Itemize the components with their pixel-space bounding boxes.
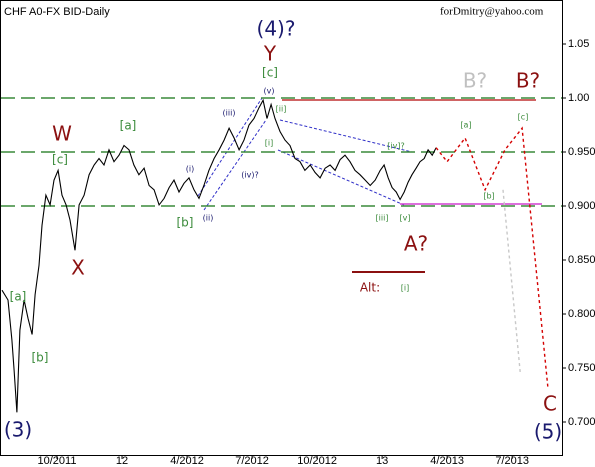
annotation-lines [197, 97, 542, 273]
wave-label: A? [404, 232, 428, 256]
price-line [1, 98, 437, 413]
wave-label: [b] [483, 192, 494, 201]
wave-label: (5) [534, 420, 562, 444]
wave-label: (i) [186, 165, 194, 174]
x-tick-label: 12 [116, 455, 128, 467]
channel-line [277, 149, 405, 206]
wave-label: [c] [52, 153, 68, 167]
y-tick-label: 0.850 [568, 254, 595, 266]
wave-label: (iv)? [241, 171, 258, 180]
x-tick-label: 13 [376, 455, 388, 467]
channel-line [279, 119, 413, 153]
wave-label: (3) [4, 418, 32, 442]
wave-label: (v) [264, 87, 275, 96]
wave-label: Y [263, 42, 277, 66]
wave-label: C [543, 392, 557, 416]
chart-subtitle: forDmitry@yahoo.com [440, 6, 544, 18]
y-tick-label: 0.900 [568, 200, 595, 212]
x-tick-label: 4/2012 [170, 455, 204, 467]
chart-title: CHF A0-FX BID-Daily [4, 6, 110, 18]
wave-label: (iii) [223, 109, 236, 118]
wave-label: [iv]? [387, 142, 404, 151]
wave-label: B? [516, 69, 540, 93]
y-tick-label: 1.05 [568, 38, 589, 50]
wave-label: [c] [518, 113, 529, 122]
wave-label: [c] [262, 66, 278, 80]
wave-label: (4)? [257, 17, 296, 41]
projection-line [502, 189, 521, 373]
wave-label: [i] [265, 139, 273, 148]
wave-label: [i] [401, 284, 409, 293]
wave-label: W [52, 122, 72, 146]
x-tick-label: 10/2012 [297, 455, 337, 467]
wave-label: [v] [400, 214, 411, 223]
wave-label: [iii] [376, 214, 389, 223]
wave-label: [a] [460, 121, 471, 130]
wave-label: (ii) [203, 214, 214, 223]
x-tick-label: 7/2012 [235, 455, 269, 467]
y-tick-label: 0.750 [568, 362, 595, 374]
wave-label: [ii] [276, 105, 287, 114]
x-tick-label: 10/2011 [38, 455, 77, 467]
wave-label: [b] [32, 351, 49, 365]
wave-label: [a] [120, 119, 137, 133]
wave-label: [a] [10, 290, 27, 304]
wave-label: [b] [177, 216, 194, 230]
y-tick-label: 0.700 [568, 416, 595, 428]
x-tick-label: 4/2013 [430, 455, 464, 467]
wave-label: X [71, 256, 85, 280]
wave-label: B? [463, 69, 487, 93]
y-tick-label: 0.950 [568, 146, 595, 158]
channel-line [197, 97, 263, 197]
x-tick-label: 7/2013 [495, 455, 529, 467]
y-tick-label: 1.00 [568, 92, 589, 104]
projection-line [435, 126, 549, 390]
plot-frame [0, 0, 563, 456]
channel-line [203, 119, 267, 211]
wave-label: Alt: [360, 281, 380, 295]
y-tick-label: 0.800 [568, 308, 595, 320]
